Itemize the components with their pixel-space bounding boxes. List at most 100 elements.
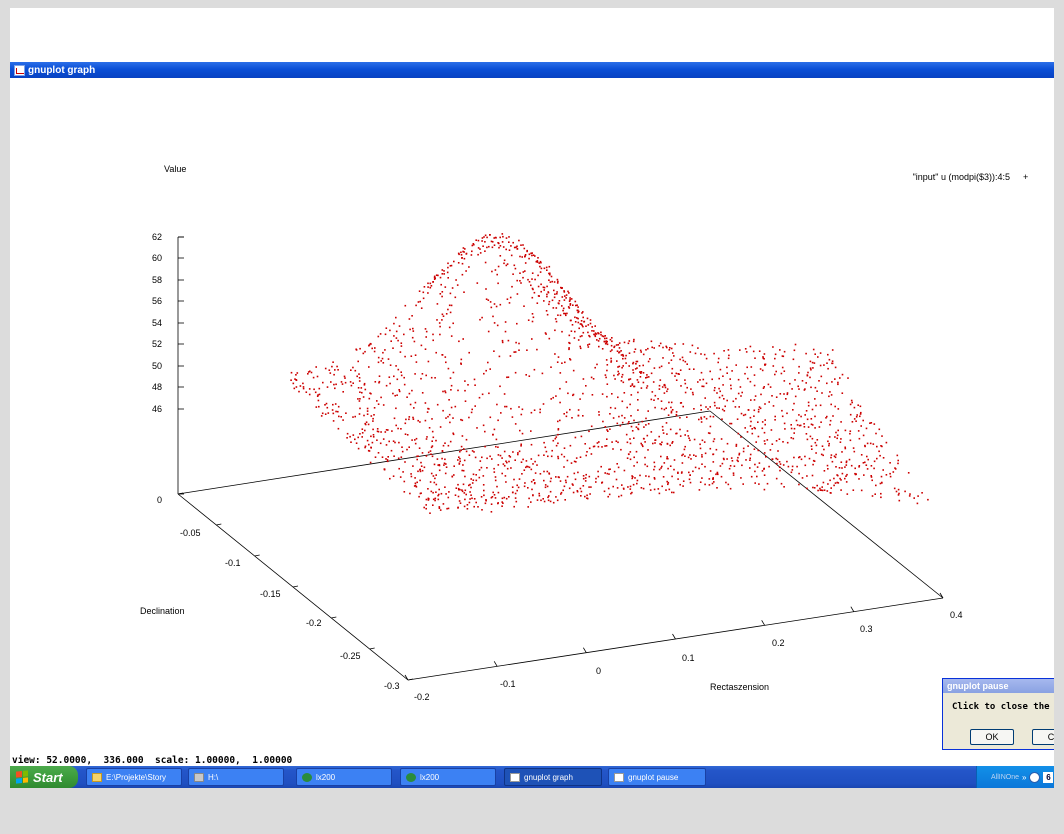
scatter-point: [667, 481, 670, 484]
scatter-point: [812, 348, 815, 351]
scatter-point: [711, 482, 714, 485]
scatter-point: [516, 247, 519, 250]
window-title-bar[interactable]: gnuplot graph: [10, 62, 1054, 78]
scatter-point: [542, 286, 545, 289]
scatter-point: [450, 264, 453, 267]
scatter-point: [586, 317, 589, 320]
scatter-point: [729, 487, 732, 490]
scatter-point: [672, 491, 675, 494]
axes-frame: [177, 236, 944, 681]
scatter-point: [410, 475, 413, 478]
scatter-point: [647, 410, 649, 412]
scatter-point: [795, 419, 798, 422]
scatter-point: [572, 369, 575, 372]
scatter-point: [498, 242, 500, 245]
scatter-point: [574, 316, 576, 319]
scatter-point: [438, 507, 441, 509]
scatter-point: [754, 470, 756, 473]
scatter-point: [713, 389, 716, 392]
scatter-point: [544, 484, 547, 486]
scatter-point: [857, 404, 859, 406]
scatter-point: [445, 463, 447, 465]
scatter-point: [457, 507, 459, 509]
scatter-point: [373, 350, 376, 353]
dialog-title[interactable]: gnuplot pause: [943, 679, 1054, 693]
scatter-point: [357, 436, 359, 439]
tray-chevron-icon[interactable]: »: [1022, 772, 1027, 782]
scatter-point: [671, 475, 673, 478]
scatter-point: [563, 299, 566, 301]
scatter-point: [744, 372, 746, 375]
scatter-point: [741, 464, 743, 467]
scatter-point: [745, 459, 747, 461]
scatter-point: [664, 386, 667, 389]
taskbar-item-gnuplot-graph[interactable]: gnuplot graph: [504, 768, 602, 786]
scatter-point: [457, 252, 460, 255]
scatter-point: [532, 288, 534, 291]
taskbar-item-drive-h[interactable]: H:\: [188, 768, 284, 786]
scatter-point: [668, 488, 671, 491]
scatter-point: [816, 439, 819, 441]
scatter-point: [493, 428, 496, 431]
scatter-point: [497, 419, 499, 422]
taskbar-item-gnuplot-pause[interactable]: gnuplot pause: [608, 768, 706, 786]
scatter-point: [700, 418, 703, 420]
ok-button[interactable]: OK: [970, 729, 1014, 745]
scatter-point: [607, 495, 609, 498]
scatter-point: [880, 492, 882, 495]
scatter-point: [569, 444, 572, 447]
scatter-point: [768, 401, 770, 403]
scatter-point: [781, 409, 783, 412]
scatter-point: [631, 475, 633, 477]
scatter-point: [659, 342, 662, 345]
scatter-point: [798, 365, 800, 368]
scatter-point: [690, 458, 692, 460]
taskbar-item-lx200-1[interactable]: lx200: [296, 768, 392, 786]
scatter-point: [453, 474, 455, 476]
scatter-point: [747, 409, 750, 411]
start-button[interactable]: Start: [10, 766, 78, 788]
scatter-point: [425, 504, 427, 506]
scatter-point: [809, 435, 812, 438]
scatter-point: [669, 428, 672, 431]
scatter-point: [484, 261, 487, 264]
scatter-point: [772, 405, 775, 407]
scatter-point: [675, 372, 678, 375]
scatter-point: [560, 453, 563, 456]
scatter-point: [469, 491, 471, 493]
tray-number-icon[interactable]: 6: [1043, 771, 1054, 783]
scatter-point: [852, 447, 855, 449]
scatter-point: [840, 421, 842, 423]
taskbar-item-explorer[interactable]: E:\Projekte\Story: [86, 768, 182, 786]
scatter-point: [746, 431, 749, 433]
tray-network-icon[interactable]: [1029, 771, 1041, 783]
scatter-point: [511, 491, 514, 494]
scatter-point: [860, 454, 863, 456]
scatter-point: [530, 458, 533, 460]
scatter-point: [324, 404, 326, 406]
gnuplot-3d-plot[interactable]: Value Declination Rectaszension "input" …: [10, 78, 1054, 758]
scatter-point: [427, 282, 429, 285]
scatter-point: [669, 347, 671, 349]
scatter-point: [639, 376, 642, 378]
scatter-point: [834, 482, 837, 484]
scatter-point: [527, 278, 529, 281]
scatter-point: [876, 445, 878, 448]
tick-mark: [407, 678, 414, 681]
scatter-point: [623, 469, 626, 472]
scatter-point: [308, 388, 311, 390]
cancel-button[interactable]: Can: [1032, 729, 1054, 745]
scatter-point: [462, 247, 465, 249]
scatter-point: [475, 501, 477, 504]
scatter-point: [917, 495, 919, 497]
scatter-point: [614, 407, 617, 410]
taskbar-item-lx200-2[interactable]: lx200: [400, 768, 496, 786]
scatter-point: [461, 490, 464, 493]
scatter-point: [699, 447, 702, 450]
scatter-points: [290, 233, 929, 514]
scatter-point: [531, 254, 533, 257]
scatter-point: [651, 391, 654, 393]
scatter-point: [831, 460, 834, 463]
scatter-point: [833, 455, 836, 457]
scatter-point: [780, 482, 783, 485]
